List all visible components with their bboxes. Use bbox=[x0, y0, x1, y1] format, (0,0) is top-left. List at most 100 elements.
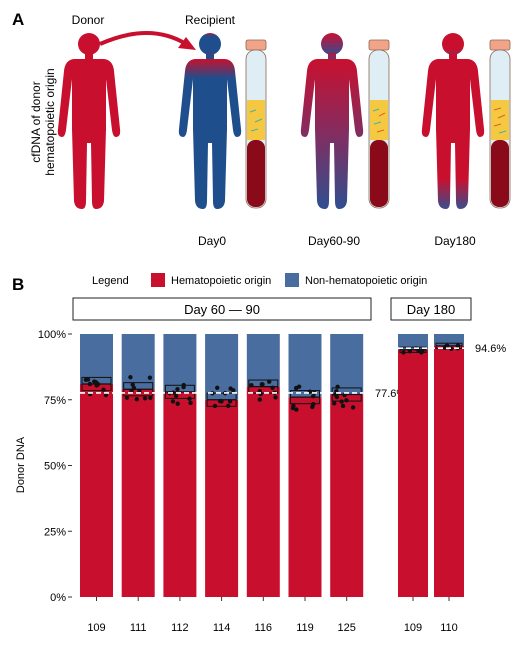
sample-point bbox=[249, 382, 254, 388]
bar-non-hematopoietic bbox=[163, 334, 197, 392]
bar-hematopoietic bbox=[80, 383, 113, 597]
bar-hematopoietic bbox=[246, 386, 280, 597]
recipient-day0-figure bbox=[178, 33, 242, 209]
sample-point bbox=[215, 385, 220, 390]
sample-point bbox=[128, 375, 133, 380]
panel-a-label: A bbox=[12, 10, 24, 29]
mean-label: 94.6% bbox=[475, 343, 506, 355]
x-tick-label: 116 bbox=[255, 622, 273, 634]
sample-point bbox=[334, 394, 340, 400]
bar-non-hematopoietic bbox=[330, 334, 364, 395]
x-tick-label: 112 bbox=[171, 622, 189, 634]
sample-point bbox=[294, 407, 299, 412]
legend-swatch-non-hematopoietic bbox=[285, 273, 299, 287]
x-tick-label: 114 bbox=[213, 622, 231, 634]
y-tick-label: 75% bbox=[44, 395, 66, 407]
sample-point bbox=[339, 399, 344, 404]
sample-point bbox=[335, 384, 340, 390]
sample-point bbox=[103, 392, 109, 398]
blood-tube-day60-90 bbox=[368, 39, 390, 209]
bar-hematopoietic bbox=[398, 349, 428, 597]
blood-tube-day0 bbox=[245, 39, 267, 209]
bar-hematopoietic bbox=[205, 399, 239, 597]
facet-title-day180: Day 180 bbox=[407, 302, 455, 317]
blood-tube-day180 bbox=[489, 39, 511, 209]
bar-non-hematopoietic bbox=[80, 334, 113, 384]
x-tick-label: 111 bbox=[130, 622, 147, 634]
transfer-arrowhead bbox=[178, 37, 196, 50]
sample-point bbox=[101, 387, 106, 392]
legend-label-non-hematopoietic: Non-hematopoietic origin bbox=[305, 275, 427, 287]
bar-hematopoietic bbox=[121, 389, 155, 597]
sample-point bbox=[260, 382, 265, 387]
sample-point bbox=[87, 381, 93, 387]
sample-point bbox=[293, 385, 299, 391]
sample-point bbox=[290, 405, 296, 411]
timepoint-label-day0: Day0 bbox=[198, 234, 226, 248]
donor-figure bbox=[57, 33, 121, 209]
x-tick-label: 125 bbox=[338, 622, 356, 634]
sample-point bbox=[171, 390, 176, 395]
legend-label-hematopoietic: Hematopoietic origin bbox=[171, 275, 271, 287]
stacked-bar-plot: 0%25%50%75%100%109 111 112 114 116 119 12577.6… bbox=[38, 329, 507, 634]
sample-point bbox=[227, 399, 233, 404]
x-tick-label: 110 bbox=[440, 622, 458, 634]
facet-title-day60-90: Day 60 — 90 bbox=[184, 302, 260, 317]
donor-label: Donor bbox=[72, 13, 105, 27]
sample-point bbox=[273, 395, 278, 400]
sample-point bbox=[188, 400, 193, 406]
sample-point bbox=[131, 385, 137, 391]
y-tick-label: 50% bbox=[44, 461, 66, 473]
sample-point bbox=[181, 384, 186, 390]
y-tick-label: 0% bbox=[50, 592, 66, 604]
sample-point bbox=[173, 393, 179, 398]
panel-b-label: B bbox=[12, 275, 24, 294]
x-tick-label: 109 bbox=[87, 622, 105, 634]
sample-point bbox=[134, 397, 140, 402]
bar-hematopoietic bbox=[434, 345, 464, 597]
sample-point bbox=[311, 393, 316, 399]
y-tick-label: 25% bbox=[44, 526, 66, 538]
bar-non-hematopoietic bbox=[288, 334, 322, 398]
timepoint-label-day180: Day180 bbox=[434, 234, 476, 248]
sample-point bbox=[407, 349, 413, 354]
sample-point bbox=[270, 385, 275, 390]
sample-point bbox=[445, 343, 450, 348]
bar-non-hematopoietic bbox=[246, 334, 280, 387]
bar-hematopoietic bbox=[163, 391, 197, 597]
panel-a-ylabel-line2: hematopoietic origin bbox=[43, 68, 57, 175]
recipient-label: Recipient bbox=[185, 13, 236, 27]
sample-point bbox=[147, 375, 153, 380]
x-tick-label: 109 bbox=[404, 622, 422, 634]
sample-point bbox=[148, 395, 153, 401]
sample-point bbox=[350, 405, 356, 410]
facet-strip-day180 bbox=[390, 297, 472, 321]
bar-non-hematopoietic bbox=[434, 334, 464, 346]
sample-point bbox=[401, 350, 406, 355]
sample-point bbox=[142, 396, 148, 401]
timepoint-label-day60-90: Day60-90 bbox=[308, 234, 360, 248]
sample-point bbox=[257, 397, 262, 402]
sample-point bbox=[226, 403, 231, 408]
sample-point bbox=[85, 377, 91, 382]
y-tick-label: 100% bbox=[38, 329, 66, 341]
recipient-day60-90-figure bbox=[300, 33, 364, 209]
sample-point bbox=[228, 386, 233, 391]
sample-point bbox=[124, 395, 130, 400]
bar-hematopoietic bbox=[330, 394, 364, 597]
sample-point bbox=[340, 403, 346, 409]
panel-a-ylabel-line1: cfDNA of donor bbox=[29, 81, 43, 162]
bar-non-hematopoietic bbox=[398, 334, 428, 350]
sample-point bbox=[170, 399, 176, 404]
sample-point bbox=[332, 401, 337, 406]
legend-swatch-hematopoietic bbox=[151, 273, 165, 287]
chart-ylabel: Donor DNA bbox=[15, 436, 27, 493]
recipient-day180-figure bbox=[421, 33, 485, 209]
bar-hematopoietic bbox=[288, 397, 322, 597]
sample-point bbox=[344, 398, 349, 403]
sample-point bbox=[212, 403, 218, 409]
legend-title: Legend bbox=[92, 275, 129, 287]
sample-point bbox=[342, 392, 347, 398]
sample-point bbox=[311, 402, 316, 407]
sample-point bbox=[175, 401, 180, 406]
